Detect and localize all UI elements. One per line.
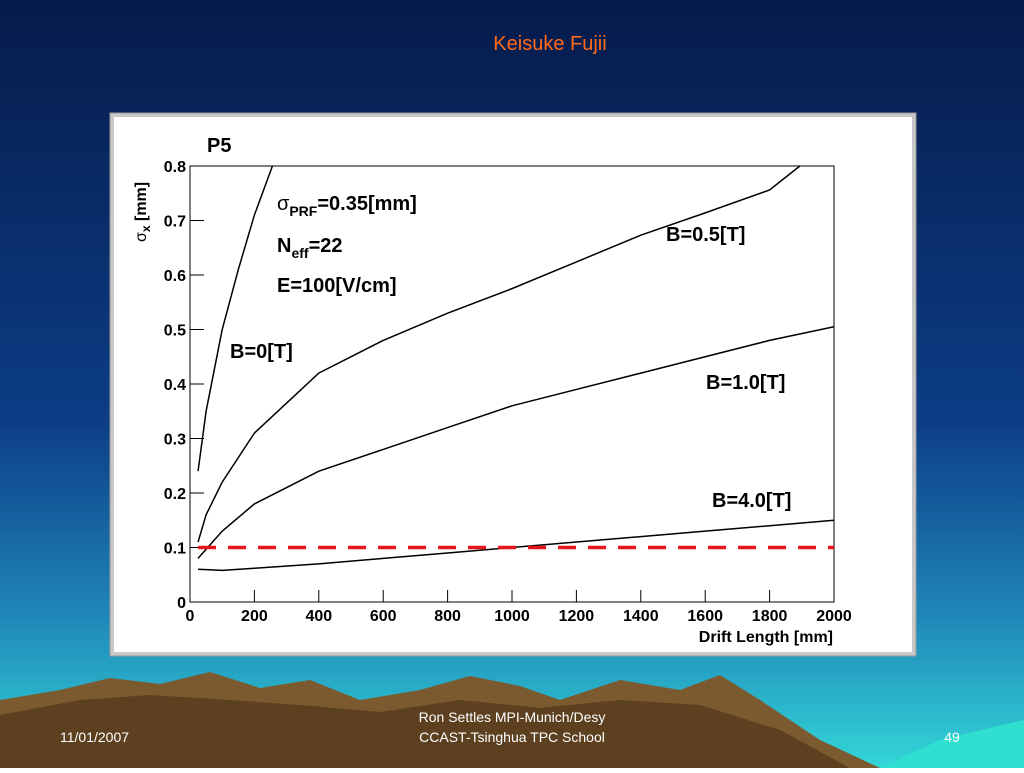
y-axis-label: σx [mm] [133, 182, 153, 242]
series-label: B=1.0[T] [706, 372, 785, 394]
x-tick-label: 1000 [494, 608, 530, 625]
footer-line1: Ron Settles MPI-Munich/Desy [419, 709, 606, 725]
y-label-symbol: σ [133, 232, 150, 242]
annotation: Neff=22 [277, 235, 343, 261]
y-label-sub: x [139, 225, 153, 232]
annotation-symbol: N [277, 235, 291, 257]
x-tick-label: 800 [434, 608, 461, 625]
annotation-text: E=100[V/cm] [277, 275, 397, 297]
x-tick-label: 0 [186, 608, 195, 625]
x-tick-label: 600 [370, 608, 397, 625]
x-tick-label: 1200 [559, 608, 595, 625]
x-tick-label: 400 [305, 608, 332, 625]
y-tick-label: 0.1 [164, 541, 186, 558]
y-tick-label: 0.2 [164, 486, 186, 503]
mountains-shadow [0, 695, 850, 768]
y-tick-label: 0.4 [164, 377, 186, 394]
series-label: B=4.0[T] [712, 490, 791, 512]
annotation-sub: PRF [289, 203, 317, 219]
annotation: σPRF=0.35[mm] [277, 193, 417, 219]
annotation-text: =0.35[mm] [317, 193, 417, 215]
series-label: B=0[T] [230, 341, 293, 363]
series-line [198, 519, 835, 572]
x-tick-label: 1600 [687, 608, 723, 625]
series-line [197, 326, 835, 559]
x-tick-label: 1800 [752, 608, 788, 625]
y-tick-label: 0.6 [164, 268, 186, 285]
annotation: E=100[V/cm] [277, 275, 397, 297]
series-line [197, 165, 274, 472]
annotation-sub: eff [291, 245, 308, 261]
chart-title: P5 [207, 135, 231, 157]
x-tick-label: 200 [241, 608, 268, 625]
page-number: 49 [944, 729, 960, 745]
footer-date: 11/01/2007 [60, 729, 129, 745]
x-tick-label: 2000 [816, 608, 852, 625]
x-axis-label: Drift Length [mm] [699, 629, 833, 646]
y-tick-label: 0.3 [164, 432, 186, 449]
y-label-text: [mm] [133, 182, 150, 226]
annotation-text: =22 [309, 235, 343, 257]
y-tick-label: 0.7 [164, 214, 186, 231]
author: Keisuke Fujii [493, 33, 606, 55]
x-tick-label: 1400 [623, 608, 659, 625]
y-tick-label: 0 [177, 595, 186, 612]
series-line [197, 165, 801, 543]
y-tick-label: 0.8 [164, 159, 186, 176]
chart-canvas [114, 117, 912, 652]
y-tick-label: 0.5 [164, 323, 186, 340]
annotation-symbol: σ [277, 193, 290, 215]
sea [880, 720, 1024, 768]
series-label: B=0.5[T] [666, 224, 745, 246]
footer-line2: CCAST-Tsinghua TPC School [419, 729, 605, 745]
